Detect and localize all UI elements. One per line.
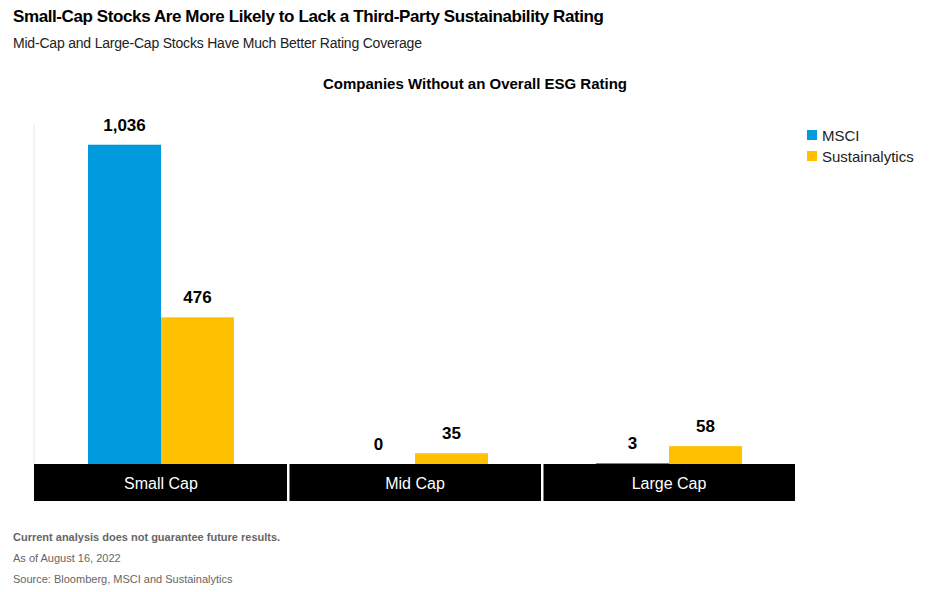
category-band xyxy=(34,464,287,501)
bar xyxy=(161,317,234,464)
data-label: 0 xyxy=(374,435,383,454)
data-label: 1,036 xyxy=(103,116,146,135)
data-label: 3 xyxy=(628,434,637,453)
bar xyxy=(415,453,488,464)
footnote: As of August 16, 2022 xyxy=(13,552,121,564)
bar xyxy=(669,446,742,464)
bar xyxy=(342,464,415,465)
footnote: Current analysis does not guarantee futu… xyxy=(13,531,280,543)
data-label: 476 xyxy=(183,288,211,307)
data-label: 58 xyxy=(696,417,715,436)
category-band xyxy=(544,464,796,501)
footnote: Source: Bloomberg, MSCI and Sustainalyti… xyxy=(13,573,233,585)
category-label: Large Cap xyxy=(632,475,707,492)
legend-swatch xyxy=(807,130,817,140)
bar xyxy=(88,145,161,464)
bars xyxy=(88,145,742,464)
data-label: 35 xyxy=(442,424,461,443)
legend-swatch xyxy=(807,151,817,161)
data-labels: 1,036 0 3 476 35 58 xyxy=(103,116,715,454)
value-axis-line xyxy=(34,125,35,464)
legend-label: Sustainalytics xyxy=(822,148,914,165)
title: Small-Cap Stocks Are More Likely to Lack… xyxy=(13,7,604,26)
category-label: Mid Cap xyxy=(385,475,445,492)
bar xyxy=(596,463,669,464)
subtitle: Mid-Cap and Large-Cap Stocks Have Much B… xyxy=(13,35,422,51)
chart-heading: Companies Without an Overall ESG Rating xyxy=(323,75,627,92)
category-band xyxy=(290,464,542,501)
chart: Small-Cap Stocks Are More Likely to Lack… xyxy=(0,0,945,592)
legend-label: MSCI xyxy=(822,127,860,144)
category-label: Small Cap xyxy=(124,475,198,492)
